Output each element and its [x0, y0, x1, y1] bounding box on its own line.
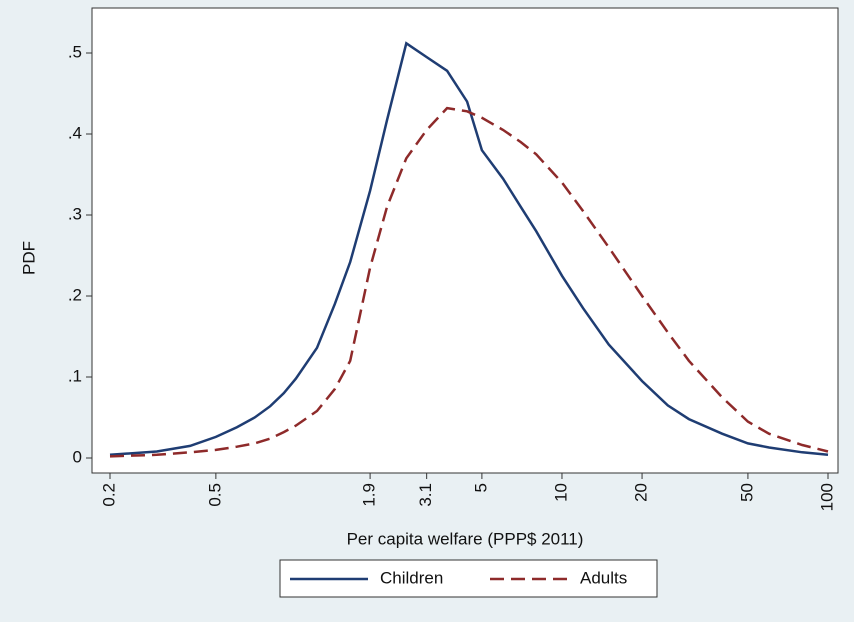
y-tick-label: .2: [68, 285, 82, 304]
x-tick-label: 100: [817, 483, 836, 511]
y-tick-label: .3: [68, 204, 82, 223]
x-tick-label: 0.5: [205, 483, 224, 507]
x-tick-label: 20: [632, 483, 651, 502]
y-tick-label: .5: [68, 42, 82, 61]
y-tick-label: .4: [68, 123, 82, 142]
x-tick-label: 1.9: [360, 483, 379, 507]
legend-label: Adults: [580, 568, 627, 587]
plot-area: [91, 7, 839, 474]
x-tick-label: 10: [551, 483, 570, 502]
y-tick-label: 0: [73, 447, 82, 466]
y-axis-title: PDF: [19, 241, 38, 275]
series-line: [109, 41, 829, 457]
x-axis-title: Per capita welfare (PPP$ 2011): [347, 529, 584, 548]
series-line: [109, 106, 829, 458]
x-tick-label: 50: [737, 483, 756, 502]
x-tick-label: 5: [471, 483, 490, 492]
x-tick-label: 0.2: [99, 483, 118, 507]
legend-label: Children: [380, 568, 443, 587]
x-tick-label: 3.1: [416, 483, 435, 507]
y-tick-label: .1: [68, 366, 82, 385]
